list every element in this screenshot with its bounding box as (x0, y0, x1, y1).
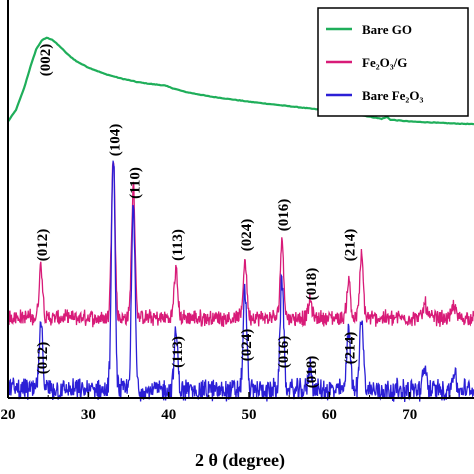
peak-label: (002) (38, 44, 54, 77)
peak-labels: (002) (012) (104)(110) (113) (024) (016) (018)… (35, 44, 359, 389)
peak-label: (113) (170, 229, 186, 261)
x-tick-label: 50 (242, 407, 257, 423)
peak-label: (016) (276, 199, 292, 232)
series-line-fe2o3-g (7, 160, 474, 328)
legend-label: Fe₂O₃/G (362, 55, 407, 70)
peak-label: (104) (107, 124, 123, 157)
peak-label: (024) (239, 329, 255, 362)
peak-label: (016) (276, 336, 292, 369)
series-line-bare-fe2o3 (7, 160, 474, 403)
legend-label: Bare Fe₂O₃ (362, 88, 423, 103)
legend: Bare GO Fe₂O₃/G Bare Fe₂O₃ (317, 7, 469, 117)
peak-label: (012) (35, 229, 51, 262)
x-axis-title: 2 θ (degree) (195, 450, 285, 471)
series-line-bare-go (7, 36, 474, 126)
peak-label: (018) (304, 356, 320, 389)
peak-label: (214) (343, 332, 359, 365)
legend-label: Bare GO (362, 22, 412, 37)
peak-label: (012) (35, 342, 51, 375)
x-tick-label: 30 (81, 407, 96, 423)
peak-label: (024) (239, 219, 255, 252)
plot-area (7, 36, 474, 403)
peak-label: (110) (127, 167, 143, 199)
x-axis: 20 30 40 50 60 70 (1, 0, 474, 423)
x-tick-label: 70 (402, 407, 417, 423)
peak-label: (214) (343, 229, 359, 262)
x-tick-label: 40 (161, 407, 176, 423)
x-tick-label: 20 (1, 407, 16, 423)
peak-label: (018) (304, 268, 320, 301)
x-tick-label: 60 (322, 407, 337, 423)
peak-label: (113) (170, 336, 186, 368)
